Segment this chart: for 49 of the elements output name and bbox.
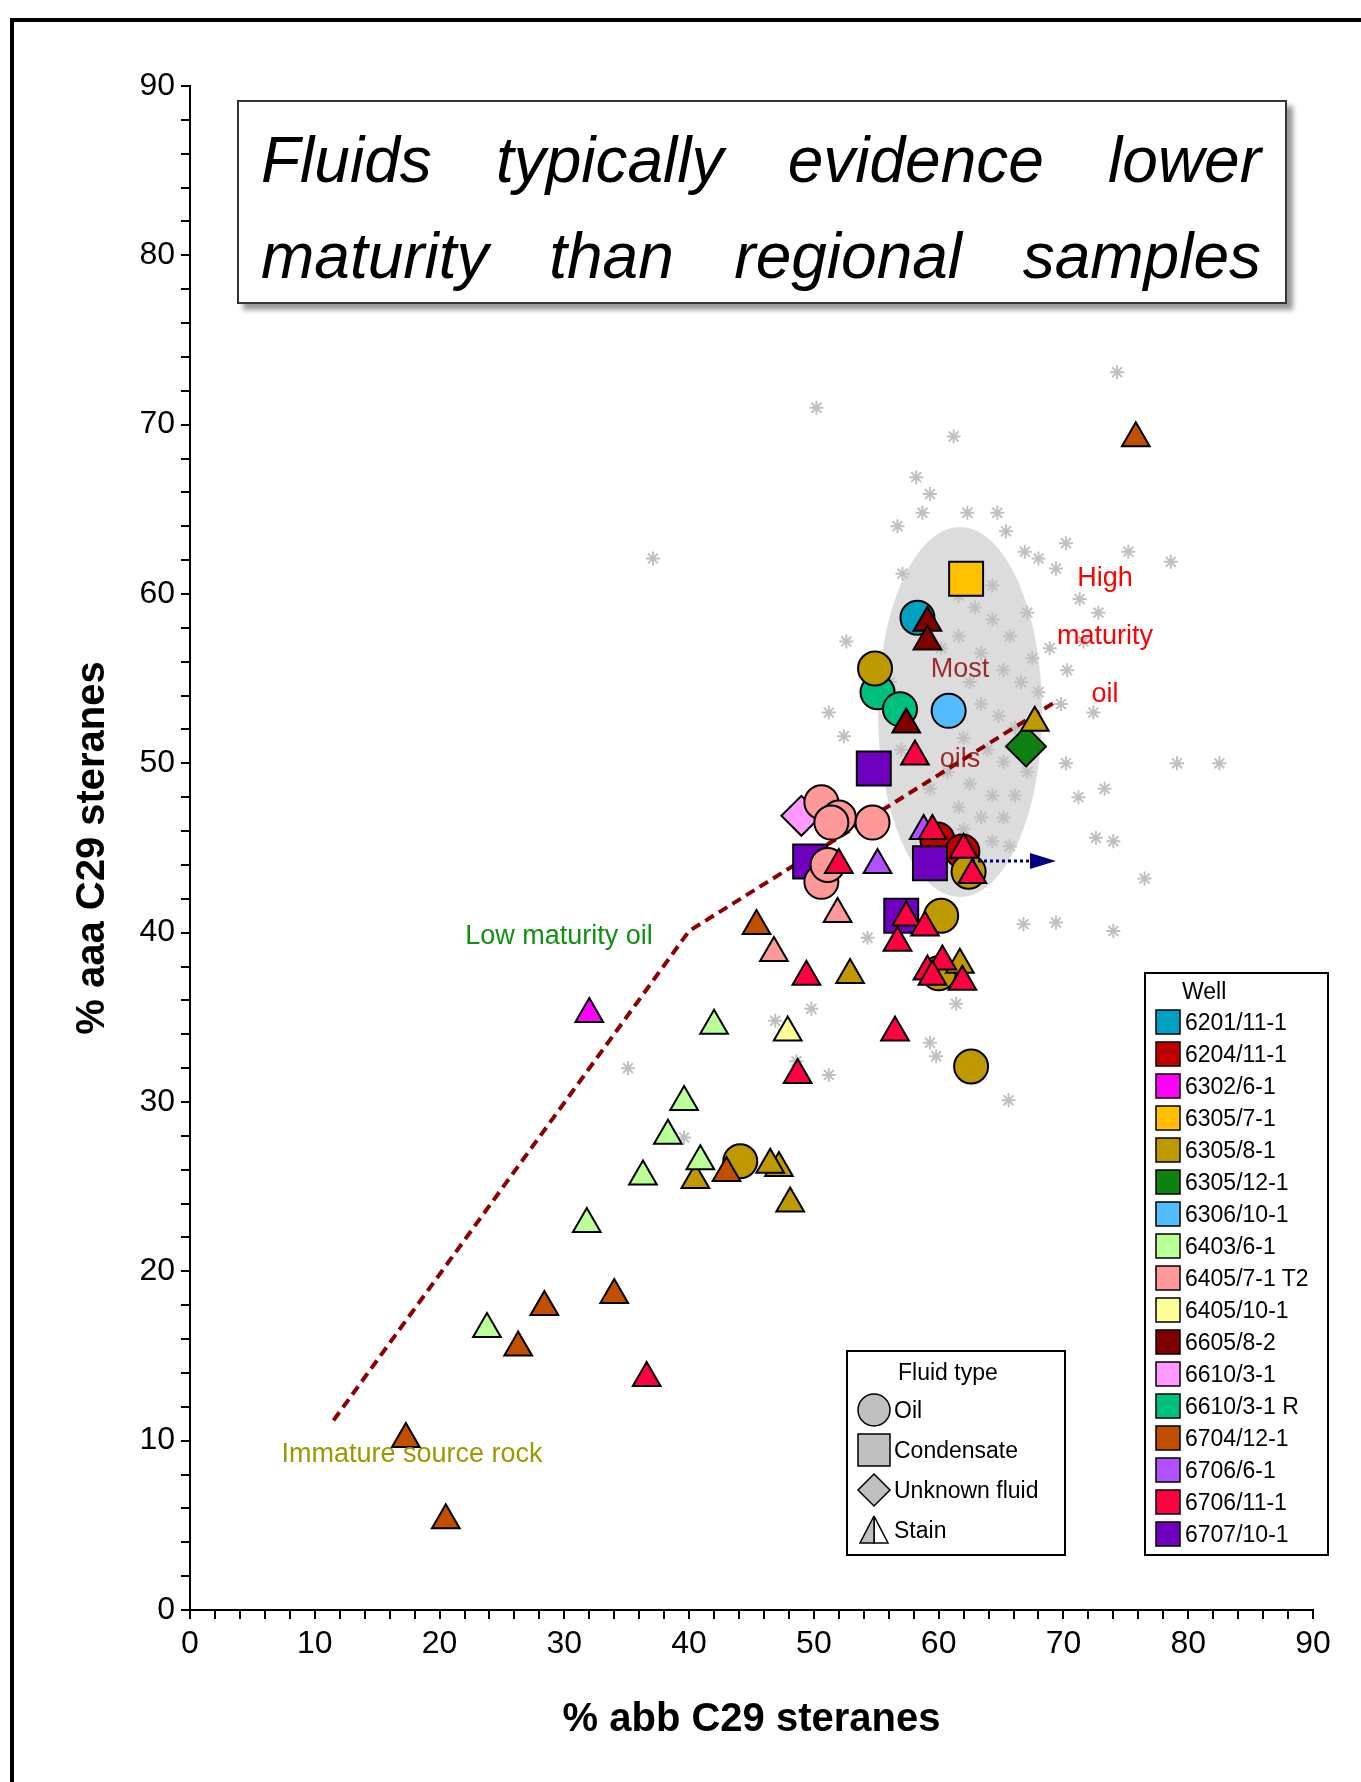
y-tick-label: 60 [139,573,175,610]
annotation: Low maturity oil [464,919,654,952]
legend-label: 6704/12-1 [1185,1424,1289,1452]
legend-label: 6405/7-1 T2 [1185,1264,1309,1292]
legend-label: 6405/10-1 [1185,1296,1289,1324]
x-tick-label: 40 [671,1624,707,1661]
legend-label: 6305/7-1 [1185,1104,1276,1132]
annotation: Condensate [894,1436,1019,1464]
y-tick-label: 20 [139,1251,175,1288]
y-axis-title: % aaa C29 steranes [68,661,113,1035]
x-tick-label: 50 [796,1624,832,1661]
annotation: Unknown fluid [894,1476,1039,1504]
x-tick-label: 20 [421,1624,458,1661]
y-tick-label: 0 [157,1589,175,1626]
annotation: Oil [894,1396,923,1424]
y-tick-label: 70 [139,404,175,441]
y-tick-label: 90 [139,65,175,102]
y-tick-label: 40 [139,912,175,949]
legend-label: 6610/3-1 [1185,1360,1276,1388]
y-tick-label: 80 [139,235,175,272]
x-tick-label: 90 [1295,1624,1331,1661]
annotation: Fluid type [897,1358,999,1387]
legend-label: 6201/11-1 [1185,1008,1287,1036]
annotation: High maturity oil [1056,561,1154,710]
legend-title: Well [1181,977,1228,1006]
x-tick-label: 0 [181,1624,199,1661]
legend-label: 6706/11-1 [1185,1488,1287,1516]
legend-label: 6707/10-1 [1185,1520,1289,1548]
y-tick-label: 30 [139,1081,175,1118]
x-tick-label: 80 [1170,1624,1207,1661]
text: Fluids typically evidence lower maturity than regional samples [237,100,1287,304]
legend-label: 6305/12-1 [1185,1168,1289,1196]
y-tick-label: 10 [139,1420,175,1457]
y-tick-label: 50 [139,743,175,780]
legend-label: 6605/8-2 [1185,1328,1276,1356]
annotation: Stain [894,1516,947,1544]
x-tick-label: 70 [1045,1624,1082,1661]
legend-label: 6610/3-1 R [1185,1392,1299,1420]
annotation: Immature source rock [280,1437,544,1470]
legend-label: 6706/6-1 [1185,1456,1276,1484]
legend-label: 6306/10-1 [1185,1200,1289,1228]
x-tick-label: 60 [920,1624,957,1661]
legend-label: 6302/6-1 [1185,1072,1276,1100]
legend-label: 6403/6-1 [1185,1232,1276,1260]
legend-label: 6204/11-1 [1185,1040,1287,1068]
legend-label: 6305/8-1 [1185,1136,1276,1164]
x-tick-label: 30 [546,1624,583,1661]
x-tick-label: 10 [296,1624,333,1661]
x-axis-title: % abb C29 steranes [562,1695,941,1740]
